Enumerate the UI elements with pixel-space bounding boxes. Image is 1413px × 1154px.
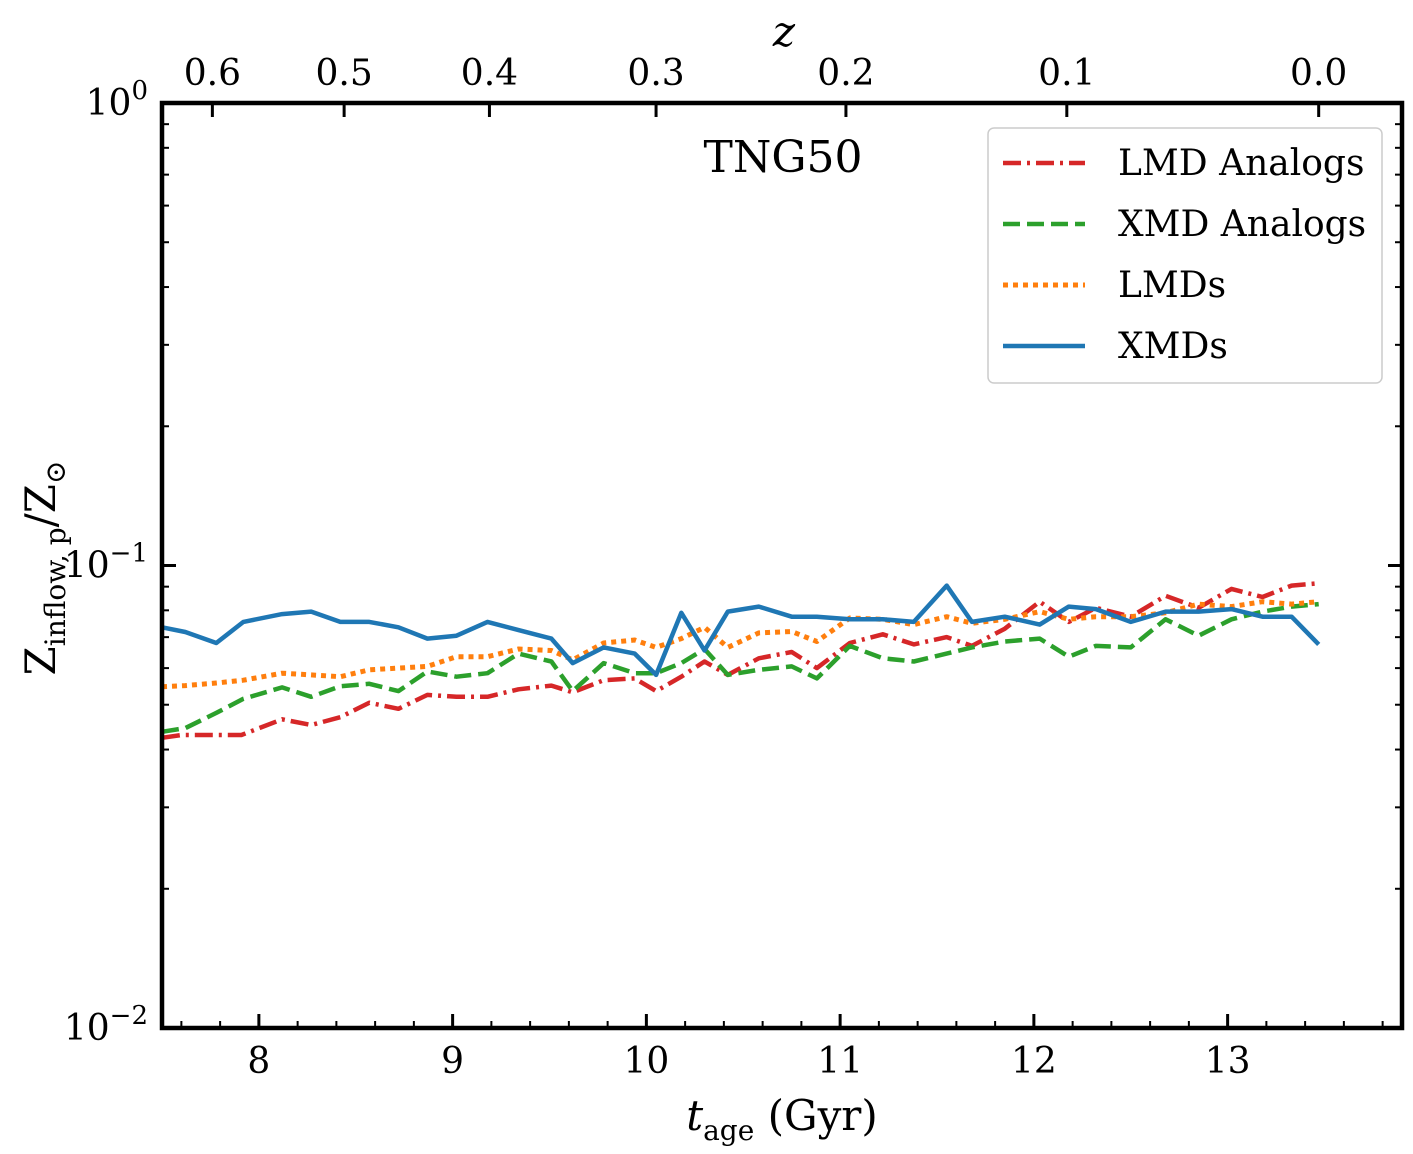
- top-tick-label: 0.2: [817, 53, 874, 94]
- plot-frame: [159, 100, 1405, 1031]
- x-tick-label: 11: [817, 1041, 863, 1082]
- x-axis-title: tage (Gyr): [686, 1091, 878, 1147]
- annotation-label: TNG50: [704, 132, 863, 183]
- x-tick-label: 13: [1205, 1041, 1251, 1082]
- plot-border: [159, 100, 1405, 1031]
- top-axis-title: z: [772, 7, 796, 56]
- y-axis-title-symbol: Z: [16, 646, 65, 675]
- series-line-xmd-analogs: [161, 601, 1319, 735]
- legend-label-xmds: XMDs: [1118, 326, 1228, 367]
- x-tick-label: 12: [1011, 1041, 1057, 1082]
- x-axis-title-unit: (Gyr): [754, 1091, 877, 1140]
- y-axis-title-sun-symbol: ⊙: [39, 461, 72, 484]
- top-tick-label: 0.6: [184, 53, 241, 94]
- x-tick-label: 9: [441, 1041, 464, 1082]
- x-axis-title-symbol: t: [686, 1091, 703, 1140]
- legend-box: [987, 127, 1383, 384]
- y-tick-label: 100: [86, 76, 148, 124]
- x-tick-label: 10: [623, 1041, 669, 1082]
- series-line-lmd-analogs: [161, 581, 1319, 741]
- legend: LMD Analogs XMD Analogs LMDs XMDs: [987, 127, 1383, 384]
- top-tick-label: 0.5: [315, 53, 372, 94]
- y-axis-title-subscript: inflow, p: [39, 527, 72, 646]
- axes-layer: 8 9 10 11 12 13 0.6 0.5 0.4 0.3 0.2 0.1 0.0 10−2 10−1 1…: [64, 53, 1402, 1082]
- top-tick-label: 0.0: [1290, 53, 1347, 94]
- x-axis-title-subscript: age: [703, 1114, 754, 1147]
- top-tick-label: 0.4: [461, 53, 518, 94]
- y-axis-title-tail: /Z: [16, 484, 65, 527]
- legend-label-lmds: LMDs: [1118, 265, 1226, 306]
- top-tick-label: 0.3: [627, 53, 684, 94]
- legend-label-lmd-analogs: LMD Analogs: [1118, 143, 1364, 184]
- y-tick-label: 10−2: [64, 1001, 148, 1049]
- legend-label-xmd-analogs: XMD Analogs: [1118, 204, 1366, 245]
- top-tick-label: 0.1: [1038, 53, 1095, 94]
- series-layer: [161, 581, 1321, 741]
- y-axis-title: Zinflow, p/Z⊙: [16, 461, 72, 676]
- series-line-xmds: [161, 583, 1321, 678]
- x-tick-label: 8: [247, 1041, 270, 1082]
- y-tick-label: 10−1: [64, 539, 148, 587]
